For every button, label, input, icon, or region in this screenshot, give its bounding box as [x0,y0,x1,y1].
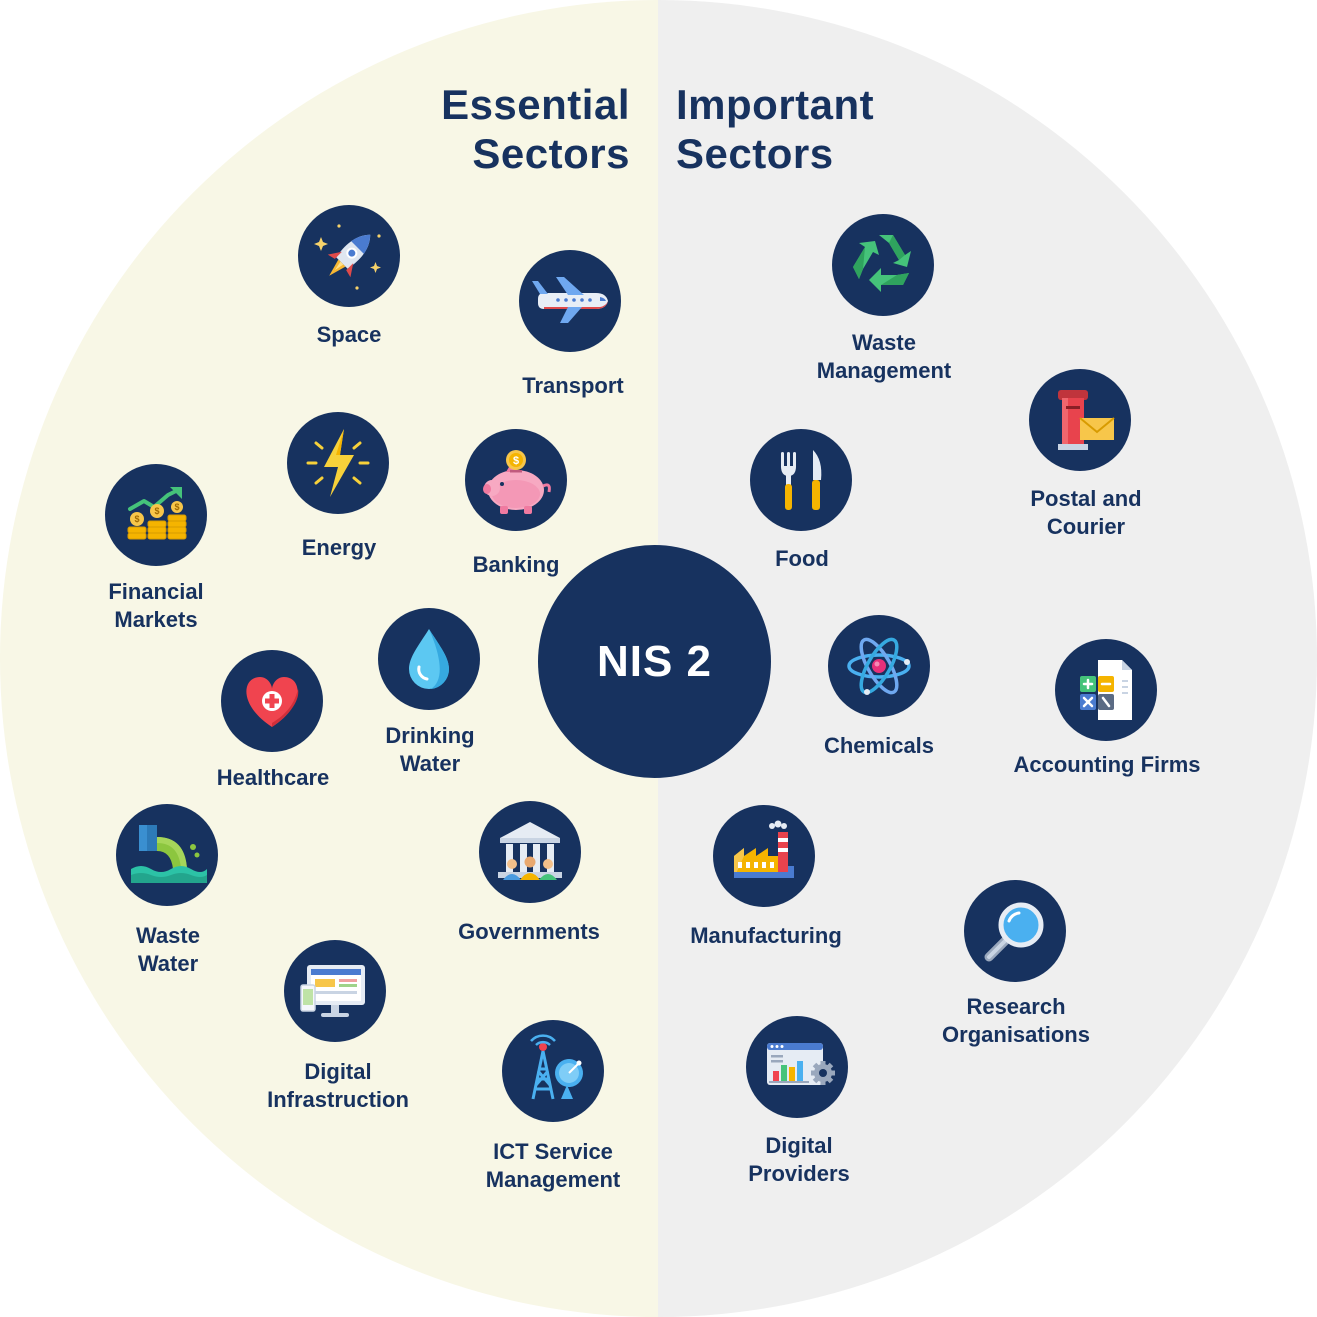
sector-label-banking: Banking [472,552,560,577]
sector-label-research-organisations: Research Organisations [942,994,1090,1047]
atom-icon [828,615,930,717]
magnifier-icon [964,880,1066,982]
sector-label-waste-water: Waste Water [136,923,200,976]
government-building-icon [479,801,581,903]
fork-knife-icon [750,429,852,531]
important-sectors-title: Important Sectors [676,80,996,178]
sector-label-ict-service-management: ICT Service Management [485,1139,621,1192]
svg-text:$: $ [134,514,139,524]
important-title-line2: Sectors [676,130,834,177]
important-title-line1: Important [676,81,875,128]
sector-label-digital-providers: Digital Providers [748,1133,850,1186]
sector-label-manufacturing: Manufacturing [690,923,842,948]
sector-label-chemicals: Chemicals [823,733,935,758]
factory-icon [713,805,815,907]
svg-text:$: $ [513,455,519,467]
calculator-document-icon [1055,639,1157,741]
coins-chart-icon: $ $ $ [105,464,207,566]
sector-label-healthcare: Healthcare [216,765,330,790]
sector-label-financial-markets: Financial Markets [108,579,204,632]
essential-title-line1: Essential [441,81,630,128]
waste-pipe-icon [116,804,218,906]
heart-cross-icon [221,650,323,752]
sector-label-space: Space [316,322,382,347]
computer-monitor-icon [284,940,386,1042]
sector-label-digital-infrastruction: Digital Infrastruction [267,1059,409,1112]
essential-title-line2: Sectors [472,130,630,177]
sector-label-drinking-water: Drinking Water [385,723,475,776]
sector-label-waste-management: Waste Management [816,330,952,383]
rocket-icon [298,205,400,307]
recycle-icon [832,214,934,316]
sector-label-food: Food [775,546,829,571]
lightning-icon [287,412,389,514]
center-circle [538,545,771,778]
mailbox-icon [1029,369,1131,471]
sector-label-governments: Governments [458,919,600,944]
dashboard-browser-icon [746,1016,848,1118]
piggy-bank-icon: $ [465,429,567,531]
water-drop-icon [378,608,480,710]
essential-sectors-title: Essential Sectors [330,80,630,178]
sector-label-transport: Transport [522,373,624,398]
center-label: NIS 2 [596,636,713,686]
sector-label-postal-and-courier: Postal and Courier [1030,486,1142,539]
sector-label-energy: Energy [301,535,377,560]
svg-text:$: $ [154,506,159,516]
svg-text:$: $ [174,502,179,512]
sector-label-accounting-firms: Accounting Firms [1013,752,1201,777]
airplane-icon [519,250,621,352]
antenna-tower-icon [502,1020,604,1122]
